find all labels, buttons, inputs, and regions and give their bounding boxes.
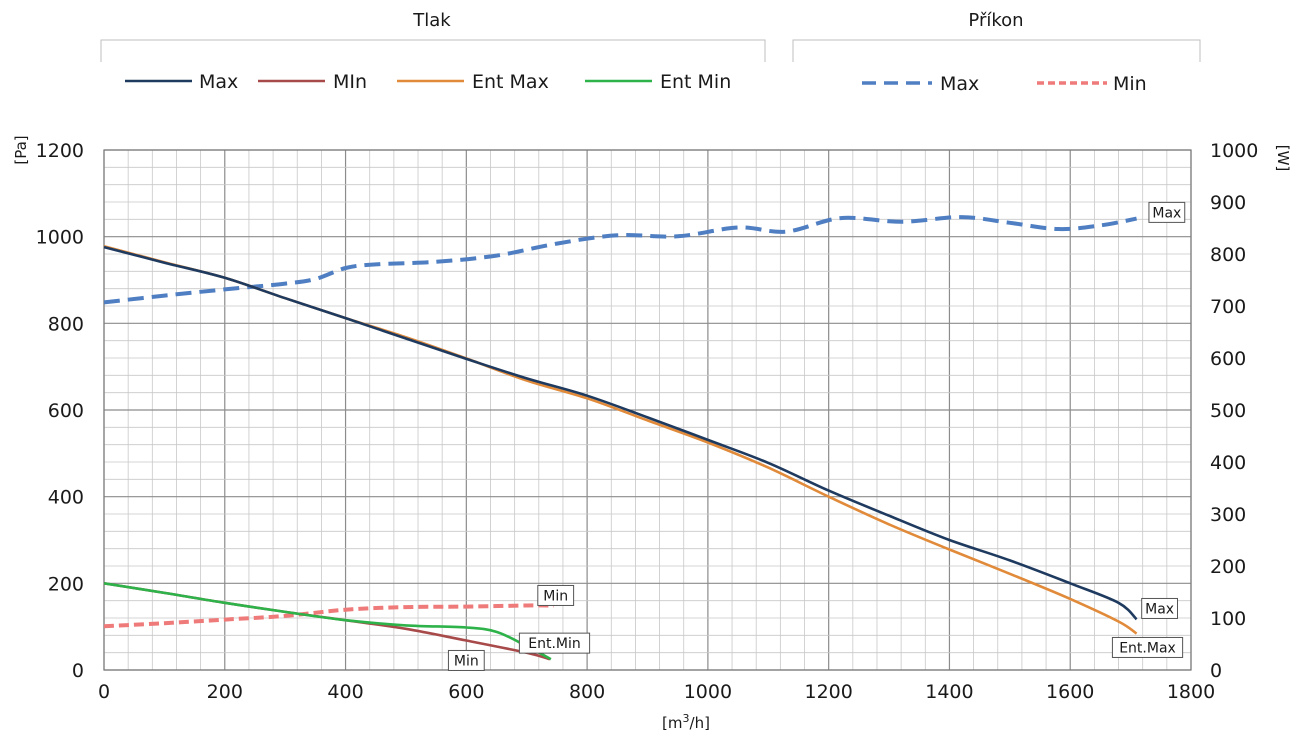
x-unit-sup: 3: [683, 712, 690, 725]
x-tick-label: 1800: [1167, 681, 1215, 703]
label-text: Ent.Max: [1119, 640, 1176, 656]
series-end-label: Max: [1141, 597, 1178, 619]
y-right-tick-label: 700: [1210, 296, 1246, 318]
label-text: Ent.Min: [528, 636, 581, 652]
label-box: [1111, 636, 1184, 658]
y-right-tick-label: 500: [1210, 400, 1246, 422]
series-line-prikon-min: [103, 603, 554, 629]
series-end-label: Max: [1148, 201, 1186, 223]
y-right-tick-label: 1000: [1210, 140, 1258, 162]
label-box: [1148, 201, 1186, 223]
legend-bracket-prikon: [792, 39, 1201, 62]
y-left-tick-label: 1000: [36, 227, 84, 249]
label-box: [447, 649, 485, 671]
legend: Max MIn Ent Max Ent Min Max Min: [125, 71, 1147, 95]
y-left-tick-label: 600: [48, 400, 84, 422]
legend-label-tlak-min: MIn: [333, 71, 367, 93]
y-right-tick-label: 900: [1210, 192, 1246, 214]
label-text: Max: [1145, 601, 1174, 617]
legend-label-tlak-ent-max: Ent Max: [472, 71, 549, 93]
y-left-tick-label: 0: [72, 660, 84, 682]
x-tick-label: 600: [448, 681, 484, 703]
legend-label-prikon-min: Min: [1113, 73, 1147, 95]
x-tick-label: 200: [207, 681, 243, 703]
x-tick-label: 0: [98, 681, 110, 703]
y-right-tick-label: 100: [1210, 608, 1246, 630]
series-line-tlak-ent-max: [103, 244, 1138, 635]
y-right-tick-label: 600: [1210, 348, 1246, 370]
y-left-unit-label: [Pa]: [12, 135, 30, 164]
x-tick-label: 1200: [804, 681, 852, 703]
legend-label-tlak-max: Max: [199, 71, 238, 93]
x-tick-label: 1600: [1046, 681, 1094, 703]
y-left-tick-label: 400: [48, 487, 84, 509]
label-text: Max: [1152, 205, 1181, 221]
axis-ticks: 0 200 400 600 800 1000 1200 1400 1600 18000200400…: [36, 140, 1259, 703]
legend-group-title-prikon: Příkon: [968, 10, 1023, 31]
label-text: Min: [454, 653, 479, 669]
y-right-tick-label: 400: [1210, 452, 1246, 474]
series-line-tlak-max: [103, 245, 1138, 621]
legend-bracket-tlak: [100, 39, 766, 62]
x-axis-unit-label: [m3/h]: [662, 712, 710, 732]
label-box: [1141, 597, 1178, 619]
label-box: [537, 584, 575, 606]
legend-label-prikon-max: Max: [940, 73, 979, 95]
y-left-tick-label: 200: [48, 573, 84, 595]
series-end-label: Ent.Min: [518, 632, 591, 654]
y-right-tick-label: 800: [1210, 244, 1246, 266]
plot-grid: [103, 149, 1192, 671]
series-end-label: Min: [537, 584, 575, 606]
series-line-tlak-ent-min: [103, 582, 552, 661]
series-end-label: Ent.Max: [1111, 636, 1184, 658]
x-unit-main: [m: [662, 714, 682, 732]
y-right-tick-label: 200: [1210, 556, 1246, 578]
label-text: Min: [543, 588, 568, 604]
series-end-labels: Max Max Ent.Max Min Ent.Min Min: [447, 201, 1186, 671]
series-lines: [103, 215, 1138, 661]
legend-label-tlak-ent-min: Ent Min: [660, 71, 731, 93]
series-line-prikon-max: [103, 215, 1137, 305]
x-tick-label: 400: [327, 681, 363, 703]
x-unit-tail: /h]: [690, 714, 710, 732]
y-right-tick-label: 0: [1210, 660, 1222, 682]
legend-group-title-tlak: Tlak: [412, 10, 451, 31]
x-tick-label: 1400: [925, 681, 973, 703]
y-left-tick-label: 800: [48, 313, 84, 335]
y-right-unit-label: [W]: [1274, 145, 1290, 172]
y-left-tick-label: 1200: [36, 140, 84, 162]
x-tick-label: 800: [569, 681, 605, 703]
label-box: [518, 632, 591, 654]
plot-frame: [103, 149, 1192, 671]
x-tick-label: 1000: [684, 681, 732, 703]
series-end-label: Min: [447, 649, 485, 671]
y-right-tick-label: 300: [1210, 504, 1246, 526]
